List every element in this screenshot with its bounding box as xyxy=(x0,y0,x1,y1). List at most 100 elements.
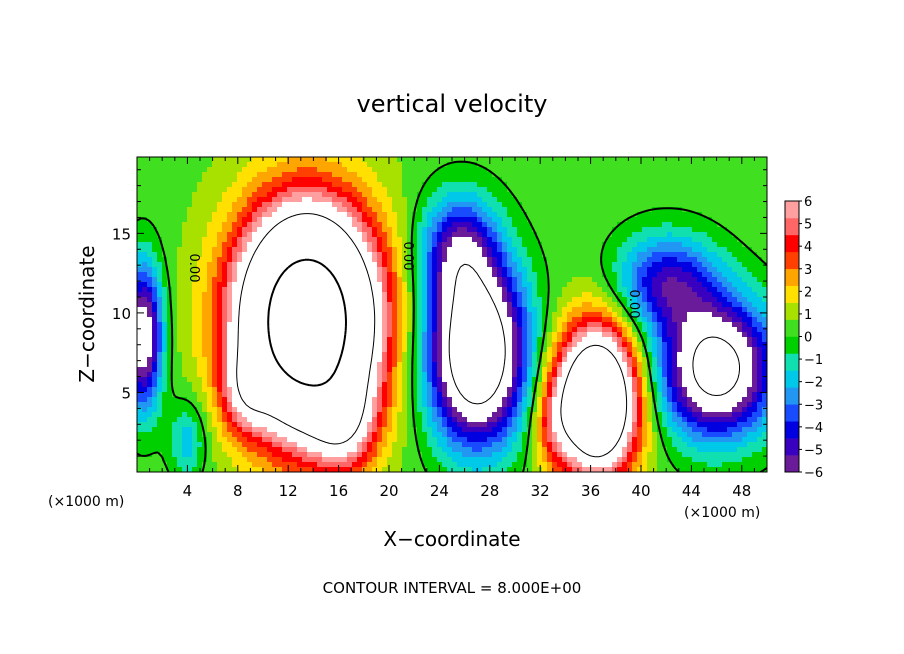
field-cell xyxy=(747,197,753,203)
field-cell xyxy=(202,197,208,203)
field-cell xyxy=(477,307,483,313)
field-cell xyxy=(602,192,608,198)
field-cell xyxy=(332,332,338,338)
field-cell xyxy=(197,162,203,168)
field-cell xyxy=(277,277,283,283)
field-cell xyxy=(462,332,468,338)
field-cell xyxy=(562,217,568,223)
field-cell xyxy=(612,207,618,213)
field-cell xyxy=(492,177,498,183)
field-cell xyxy=(722,292,728,298)
field-cell xyxy=(367,262,373,268)
field-cell xyxy=(252,187,258,193)
field-cell xyxy=(282,232,288,238)
field-cell xyxy=(287,187,293,193)
field-cell xyxy=(447,242,453,248)
field-cell xyxy=(392,347,398,353)
field-cell xyxy=(747,222,753,228)
field-cell xyxy=(492,192,498,198)
field-cell xyxy=(392,157,398,163)
field-cell xyxy=(557,297,563,303)
field-cell xyxy=(272,252,278,258)
field-cell xyxy=(592,212,598,218)
field-cell xyxy=(302,232,308,238)
field-cell xyxy=(387,227,393,233)
field-cell xyxy=(382,162,388,168)
field-cell xyxy=(577,167,583,173)
field-cell xyxy=(587,227,593,233)
field-cell xyxy=(757,232,763,238)
field-cell xyxy=(412,347,418,353)
field-cell xyxy=(252,252,258,258)
field-cell xyxy=(257,322,263,328)
field-cell xyxy=(332,347,338,353)
field-cell xyxy=(262,322,268,328)
field-cell xyxy=(312,262,318,268)
field-cell xyxy=(277,312,283,318)
field-cell xyxy=(752,292,758,298)
field-cell xyxy=(367,212,373,218)
field-cell xyxy=(457,182,463,188)
field-cell xyxy=(517,172,523,178)
field-cell xyxy=(342,342,348,348)
field-cell xyxy=(377,292,383,298)
field-cell xyxy=(647,262,653,268)
field-cell xyxy=(367,197,373,203)
field-cell xyxy=(322,192,328,198)
field-cell xyxy=(637,157,643,163)
field-cell xyxy=(462,177,468,183)
field-cell xyxy=(747,207,753,213)
field-cell xyxy=(157,197,163,203)
plot-area: 0.00 0.000.00 xyxy=(136,156,768,473)
field-cell xyxy=(752,192,758,198)
field-cell xyxy=(322,287,328,293)
field-cell xyxy=(337,172,343,178)
field-cell xyxy=(317,297,323,303)
field-cell xyxy=(347,297,353,303)
field-cell xyxy=(617,242,623,248)
field-cell xyxy=(577,182,583,188)
field-cell xyxy=(712,182,718,188)
field-cell xyxy=(462,212,468,218)
field-cell xyxy=(297,277,303,283)
field-cell xyxy=(307,252,313,258)
field-cell xyxy=(667,307,673,313)
field-cell xyxy=(192,287,198,293)
field-cell xyxy=(207,197,213,203)
field-cell xyxy=(317,307,323,313)
field-cell xyxy=(552,302,558,308)
field-cell xyxy=(597,272,603,278)
field-cell xyxy=(522,257,528,263)
field-cell xyxy=(712,262,718,268)
field-cell xyxy=(742,227,748,233)
field-cell xyxy=(632,272,638,278)
field-cell xyxy=(652,317,658,323)
field-cell xyxy=(477,227,483,233)
field-cell xyxy=(482,182,488,188)
field-cell xyxy=(597,207,603,213)
field-cell xyxy=(382,167,388,173)
field-cell xyxy=(157,177,163,183)
field-cell xyxy=(752,197,758,203)
field-cell xyxy=(487,167,493,173)
field-cell xyxy=(287,197,293,203)
field-cell xyxy=(537,267,543,273)
field-cell xyxy=(332,187,338,193)
field-cell xyxy=(137,177,143,183)
field-cell xyxy=(577,222,583,228)
field-cell xyxy=(392,327,398,333)
field-cell xyxy=(537,187,543,193)
field-cell xyxy=(242,337,248,343)
field-cell xyxy=(287,292,293,298)
field-cell xyxy=(317,187,323,193)
field-cell xyxy=(347,187,353,193)
field-cell xyxy=(207,322,213,328)
field-cell xyxy=(717,302,723,308)
field-cell xyxy=(407,337,413,343)
field-cell xyxy=(547,172,553,178)
field-cell xyxy=(537,222,543,228)
field-cell xyxy=(247,187,253,193)
field-cell xyxy=(742,282,748,288)
field-cell xyxy=(512,162,518,168)
field-cell xyxy=(702,207,708,213)
